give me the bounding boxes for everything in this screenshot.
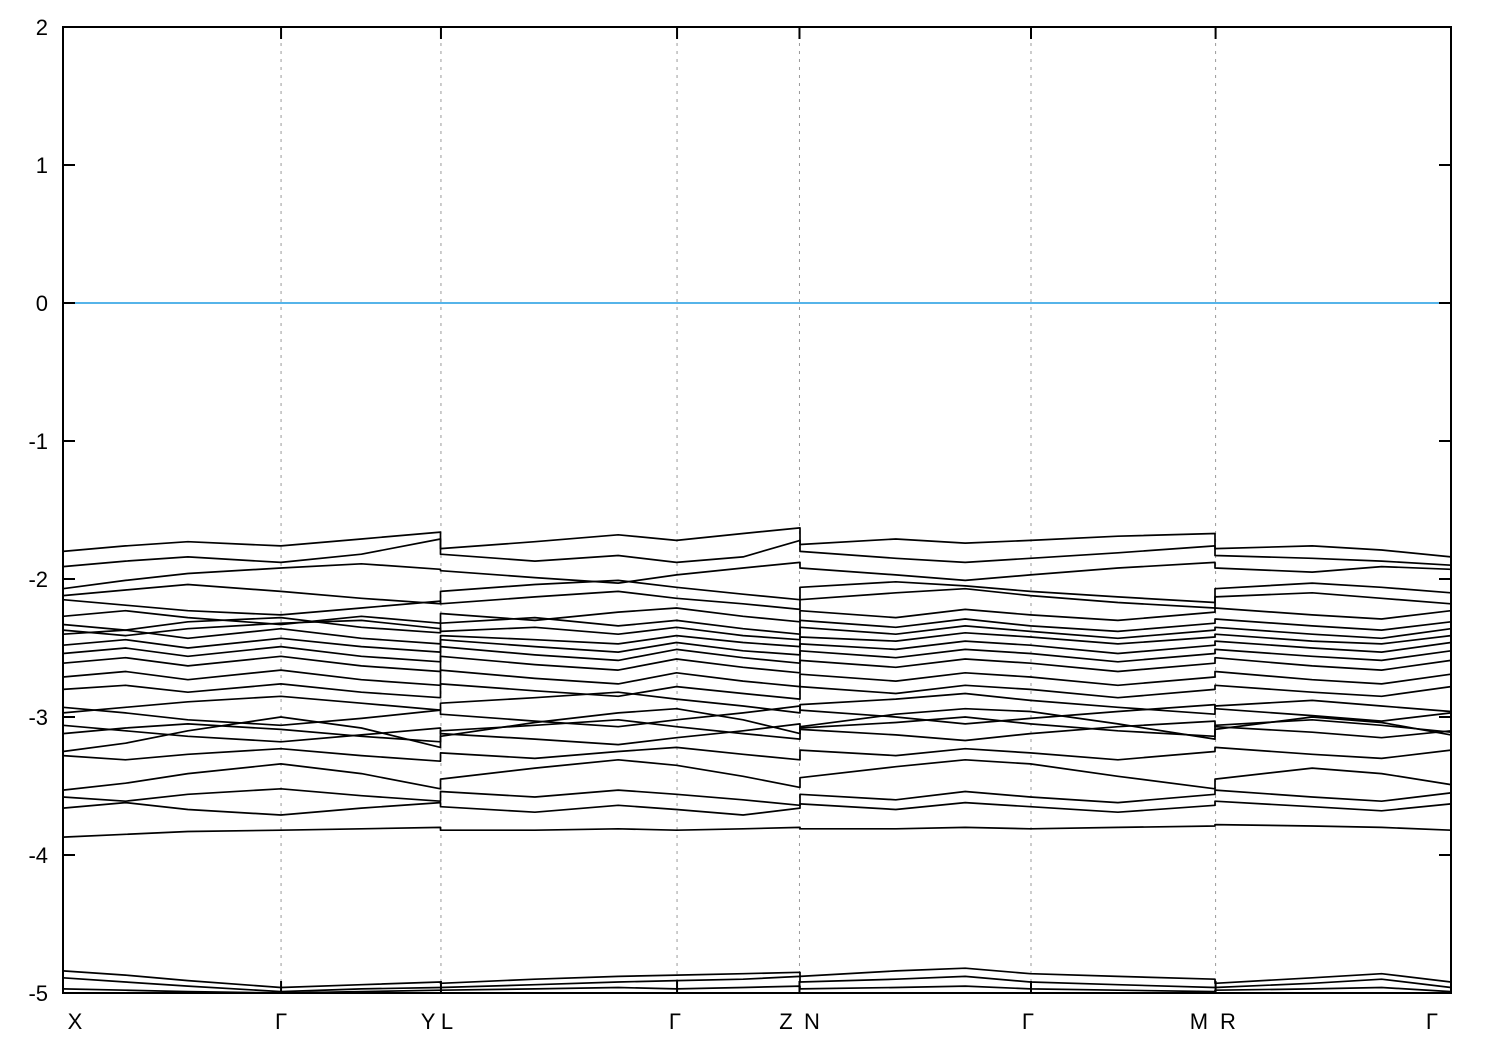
y-tick-label: -5 (28, 981, 48, 1006)
band-line (62, 616, 1452, 636)
band-line (62, 707, 1452, 753)
band-line (62, 561, 1452, 590)
y-tick-label: -4 (28, 843, 48, 868)
band-line (62, 758, 1452, 791)
band-line (62, 691, 1452, 716)
kpoint-label: X (68, 1009, 83, 1034)
band-line (62, 746, 1452, 763)
kpoint-label: Γ (1426, 1009, 1438, 1034)
band-line (62, 975, 1452, 993)
symmetry-gridlines (280, 27, 1217, 993)
band-line (62, 800, 1452, 816)
kpoint-label: Γ (1022, 1009, 1034, 1034)
band-line (62, 607, 1452, 626)
kpoint-label: Z (779, 1009, 792, 1034)
y-tick-label: 2 (36, 15, 48, 40)
band-line (62, 527, 1452, 558)
kpoint-label: M (1190, 1009, 1208, 1034)
band-line (62, 787, 1452, 807)
kpoint-label: Y (421, 1009, 436, 1034)
y-tick-label: -3 (28, 705, 48, 730)
kpoint-label: Γ (275, 1009, 287, 1034)
band-line (62, 538, 1452, 568)
y-axis-tick-labels: 2 1 0 -1 -2 -3 -4 -5 (28, 15, 48, 1006)
band-lines (62, 527, 1452, 994)
kpoint-label: Γ (669, 1009, 681, 1034)
band-line (62, 683, 1452, 700)
kpoint-label: L (441, 1009, 453, 1034)
band-line (62, 579, 1452, 605)
plot-frame (62, 26, 1452, 994)
y-tick-label: -1 (28, 429, 48, 454)
y-tick-label: 0 (36, 291, 48, 316)
plot-border (62, 26, 1452, 994)
kpoint-label: R (1220, 1009, 1236, 1034)
band-line (62, 627, 1452, 648)
band-line (62, 645, 1452, 665)
band-line (62, 637, 1452, 656)
band-line (62, 669, 1452, 688)
band-line (62, 587, 1452, 616)
axis-ticks (63, 26, 1451, 994)
band-line (62, 823, 1452, 838)
y-tick-label: 1 (36, 153, 48, 178)
band-line (62, 619, 1452, 641)
y-tick-label: -2 (28, 567, 48, 592)
band-line (62, 655, 1452, 674)
kpoint-label: N (804, 1009, 820, 1034)
